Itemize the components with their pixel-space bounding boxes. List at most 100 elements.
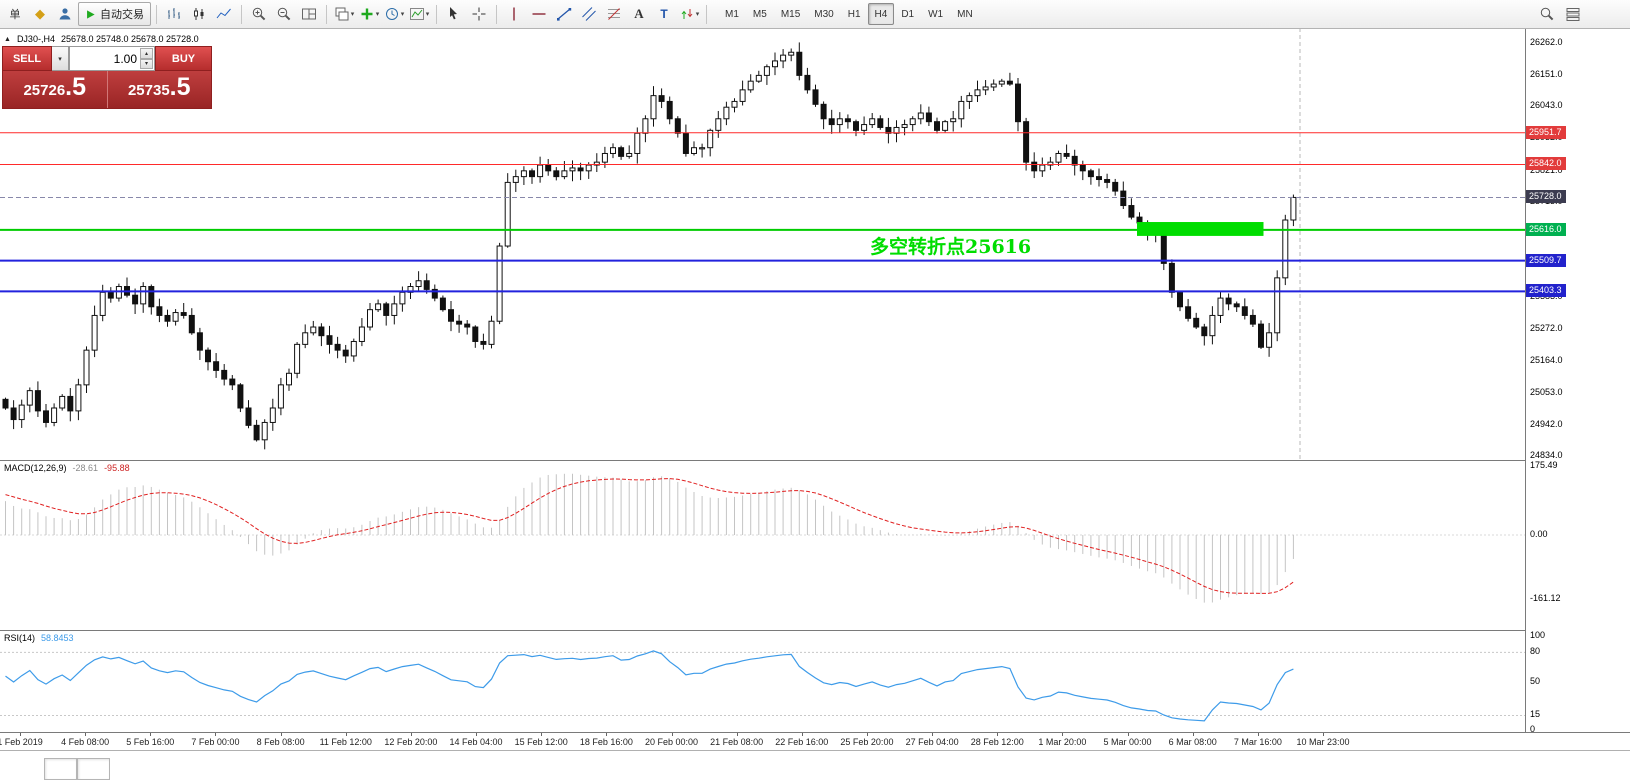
periods-button[interactable]: ▾	[382, 2, 406, 26]
candle-body	[439, 297, 446, 311]
price-axis-column[interactable]: 26262.026151.026043.025932.025821.025713…	[1525, 28, 1630, 734]
line-chart-mode-button[interactable]	[212, 2, 236, 26]
text-tool-button[interactable]: A	[627, 2, 651, 26]
highlight-zone[interactable]	[1137, 222, 1264, 236]
timeframe-mn[interactable]: MN	[957, 8, 973, 20]
candle-body	[1160, 233, 1167, 264]
crosshair-tool-button[interactable]	[467, 2, 491, 26]
candle-body	[545, 164, 552, 172]
timeframe-h4[interactable]: H4	[867, 3, 895, 25]
dropdown-arrow-icon: ▾	[375, 11, 380, 18]
volume-up-button[interactable]: ▴	[140, 48, 153, 59]
arrows-tool-button[interactable]: ▾	[677, 2, 701, 26]
timeframe-m1[interactable]: M1	[725, 8, 739, 20]
panel-divider[interactable]	[0, 630, 1630, 631]
macd-panel[interactable]: MACD(12,26,9) -28.61 -95.88	[0, 460, 1525, 630]
text-tool-label: A	[634, 6, 644, 21]
window-list-button[interactable]	[1561, 2, 1585, 26]
candle-body	[974, 89, 981, 97]
rsi-axis-tick: 100	[1530, 630, 1546, 640]
candle-body	[375, 303, 382, 311]
candle-body	[318, 326, 325, 337]
time-axis-label: 11 Feb 12:00	[319, 737, 372, 747]
vertical-line-tool-button[interactable]	[502, 2, 526, 26]
candle-body	[188, 314, 195, 334]
pivot-annotation-text[interactable]: 多空转折点25616	[870, 236, 1032, 258]
bar-chart-mode-button[interactable]	[162, 2, 186, 26]
timeframe-m15[interactable]: M15	[780, 8, 801, 20]
candle-body	[1023, 121, 1030, 163]
candle-body	[342, 349, 349, 357]
time-axis-tick	[476, 733, 478, 736]
timeframe-w1[interactable]: W1	[928, 8, 944, 20]
candle-body	[383, 303, 390, 316]
candle-body	[853, 121, 859, 131]
candle-body	[1241, 306, 1248, 316]
price-axis-tick: 26262.0	[1530, 37, 1563, 47]
crosshair-icon	[472, 7, 486, 21]
profile-button[interactable]	[53, 2, 77, 26]
new-order-button[interactable]: 单	[3, 2, 27, 26]
candle-body	[99, 291, 106, 316]
candle-body	[747, 80, 754, 91]
rsi-panel[interactable]: RSI(14) 58.8453	[0, 630, 1525, 732]
candle-body	[1120, 190, 1127, 207]
cursor-tool-button[interactable]	[442, 2, 466, 26]
chart-header: ▲ DJ30-,H4 25678.0 25748.0 25678.0 25728…	[4, 34, 199, 44]
templates-button[interactable]: ▾	[407, 2, 431, 26]
candlestick-icon	[194, 8, 204, 20]
volume-down-button[interactable]: ▾	[140, 58, 153, 69]
candlestick-mode-button[interactable]	[187, 2, 211, 26]
indicators-button[interactable]: ▾	[357, 2, 381, 26]
tile-windows-button[interactable]	[297, 2, 321, 26]
price-axis-tick: 26043.0	[1530, 100, 1563, 111]
fibonacci-tool-button[interactable]	[602, 2, 626, 26]
time-axis-tick	[150, 733, 152, 736]
channel-tool-button[interactable]	[577, 2, 601, 26]
clock-icon	[385, 8, 398, 20]
symbols-button[interactable]: ◆	[28, 2, 52, 26]
trendline-tool-button[interactable]	[552, 2, 576, 26]
search-button[interactable]	[1535, 2, 1559, 26]
rsi-axis-tick: 80	[1530, 646, 1541, 657]
volume-input[interactable]: 1.00 ▴ ▾	[69, 46, 155, 71]
candle-body	[2, 398, 9, 409]
candle-body	[1209, 314, 1216, 337]
panel-divider[interactable]	[0, 460, 1630, 461]
arrange-windows-button[interactable]: ▾	[332, 2, 356, 26]
label-tool-button[interactable]: T	[652, 2, 676, 26]
candle-body	[221, 369, 228, 380]
separator	[496, 4, 497, 24]
sell-button[interactable]: SELL	[2, 46, 52, 71]
order-options-dropdown[interactable]: ▾	[52, 46, 69, 71]
candle-body	[650, 95, 657, 120]
add-indicator-icon	[361, 8, 373, 20]
timeframe-d1[interactable]: D1	[901, 8, 915, 20]
timeframe-m5[interactable]: M5	[752, 8, 767, 20]
time-axis-label: 15 Feb 12:00	[514, 737, 568, 747]
candle-body	[610, 147, 616, 154]
zoom-in-button[interactable]	[247, 2, 271, 26]
price-panel[interactable]: ▲ DJ30-,H4 25678.0 25748.0 25678.0 25728…	[0, 28, 1525, 460]
candle-body	[1266, 332, 1273, 348]
candle-body	[691, 147, 697, 154]
timeframe-h1[interactable]: H1	[847, 8, 861, 20]
time-axis[interactable]: 1 Feb 2019 4 Feb 08:00 5 Feb 16:00 7 Feb 00…	[0, 732, 1630, 751]
candle-body	[286, 372, 292, 386]
sell-price[interactable]: 25726 .5	[3, 71, 107, 108]
time-axis-label: 6 Mar 08:00	[1168, 737, 1217, 747]
candle-body	[836, 118, 843, 126]
buy-button[interactable]: BUY	[155, 46, 212, 71]
buy-price[interactable]: 25735 .5	[106, 71, 211, 108]
autotrading-button[interactable]: 自动交易	[78, 2, 151, 26]
timeframe-m30[interactable]: M30	[814, 8, 834, 20]
toolbar-right-group	[1535, 2, 1585, 26]
horizontal-line-tool-button[interactable]	[527, 2, 551, 26]
collapse-panel-icon[interactable]: ▲	[4, 35, 11, 43]
candle-body	[998, 80, 1005, 85]
candle-body	[415, 280, 422, 288]
separator	[156, 4, 157, 24]
zoom-out-button[interactable]	[272, 2, 296, 26]
candle-body	[950, 118, 957, 123]
candle-body	[358, 326, 365, 342]
